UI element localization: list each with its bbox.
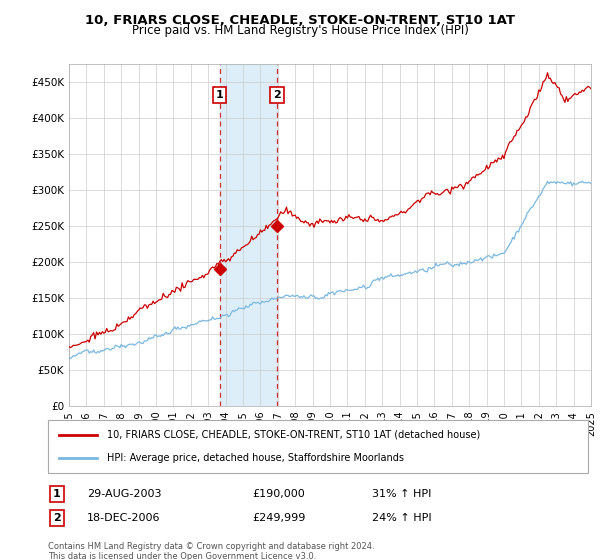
- Text: £190,000: £190,000: [252, 489, 305, 499]
- Bar: [220, 64, 277, 406]
- Text: £249,999: £249,999: [252, 513, 305, 523]
- Text: 29-AUG-2003: 29-AUG-2003: [87, 489, 161, 499]
- Text: 31% ↑ HPI: 31% ↑ HPI: [372, 489, 431, 499]
- Text: 10, FRIARS CLOSE, CHEADLE, STOKE-ON-TRENT, ST10 1AT: 10, FRIARS CLOSE, CHEADLE, STOKE-ON-TREN…: [85, 14, 515, 27]
- Text: 24% ↑ HPI: 24% ↑ HPI: [372, 513, 431, 523]
- FancyBboxPatch shape: [48, 420, 588, 473]
- Text: Contains HM Land Registry data © Crown copyright and database right 2024.
This d: Contains HM Land Registry data © Crown c…: [48, 542, 374, 560]
- Text: Price paid vs. HM Land Registry's House Price Index (HPI): Price paid vs. HM Land Registry's House …: [131, 24, 469, 37]
- Text: 2: 2: [273, 90, 281, 100]
- Text: HPI: Average price, detached house, Staffordshire Moorlands: HPI: Average price, detached house, Staf…: [107, 453, 404, 463]
- Text: 18-DEC-2006: 18-DEC-2006: [87, 513, 161, 523]
- Text: 2: 2: [53, 513, 61, 523]
- Text: 1: 1: [216, 90, 224, 100]
- Text: 10, FRIARS CLOSE, CHEADLE, STOKE-ON-TRENT, ST10 1AT (detached house): 10, FRIARS CLOSE, CHEADLE, STOKE-ON-TREN…: [107, 430, 481, 440]
- Text: 1: 1: [53, 489, 61, 499]
